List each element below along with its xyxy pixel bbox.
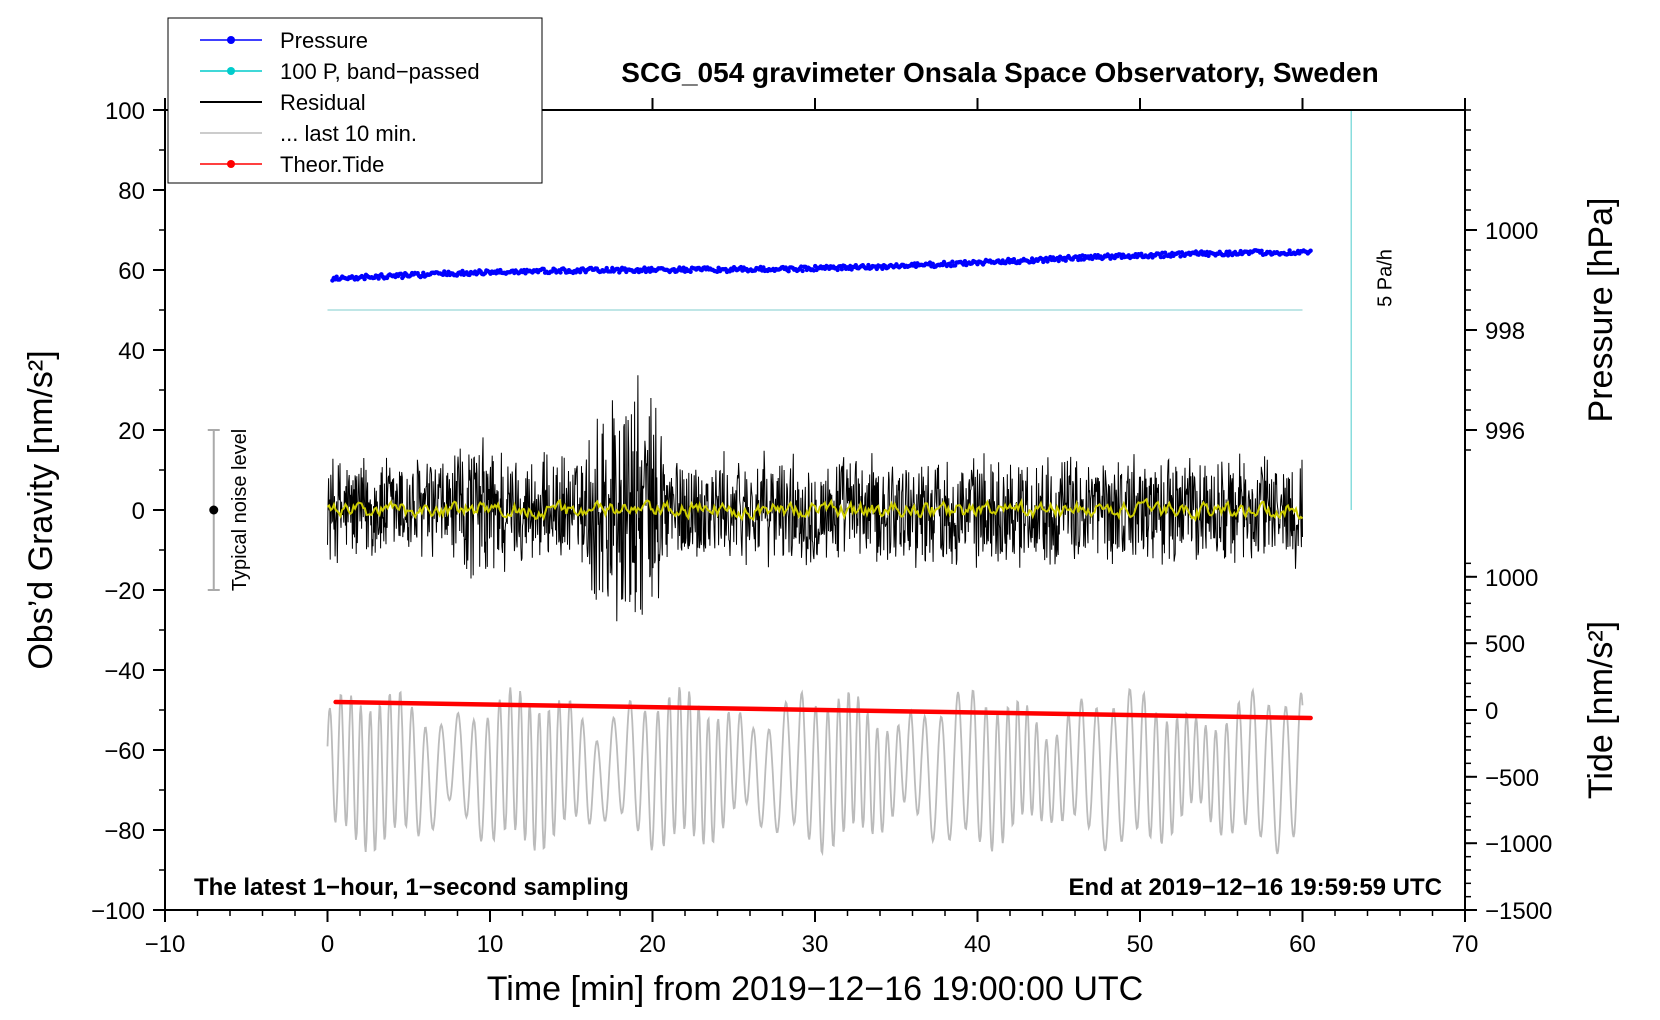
pressure-point [577, 270, 583, 275]
tide-tick-label: −1000 [1485, 831, 1552, 858]
pressure-tick-label: 998 [1485, 318, 1525, 345]
pressure-point [874, 266, 879, 272]
pressure-point [835, 267, 840, 273]
y-tick-label: −100 [91, 898, 145, 925]
pressure-point [761, 265, 766, 270]
y-tick-label: 60 [118, 258, 145, 285]
pressure-point [950, 259, 955, 264]
pressure-point [688, 269, 693, 274]
pressure-tick-label: 1000 [1485, 218, 1538, 245]
pressure-point [362, 276, 367, 282]
last-10-min-line [326, 687, 1304, 857]
x-axis-title: Time [min] from 2019−12−16 19:00:00 UTC [487, 970, 1143, 1008]
residual-series [327, 375, 1303, 622]
pressure-point [604, 265, 609, 271]
x-tick-label: 30 [802, 931, 829, 958]
pressure-point [1206, 253, 1211, 258]
y-tick-label: 20 [118, 418, 145, 445]
legend-marker [227, 67, 235, 75]
noise-bar-center [209, 505, 219, 515]
legend-label: Residual [280, 90, 366, 115]
tide-line [333, 699, 1313, 721]
y-tick-label: −40 [104, 658, 145, 685]
noise-bar-label: Typical noise level [229, 429, 251, 591]
y-axis-left: −100 −80 −60 −40 −20 0 20 40 60 80 100 [91, 98, 165, 925]
residual-line [327, 375, 1303, 622]
y-tick-label: −20 [104, 578, 145, 605]
x-tick-label: 0 [321, 931, 334, 958]
legend-label: 100 P, band−passed [280, 59, 480, 84]
pressure-axis-title: Pressure [hPa] [1582, 198, 1620, 423]
y-axis-left-title: Obs’d Gravity [nm/s²] [22, 350, 60, 669]
y-axis-right: 996 998 1000 −1500 −1000 −500 0 500 1000 [1465, 109, 1552, 925]
pressure-point [800, 268, 805, 274]
legend-label: Theor.Tide [280, 152, 384, 177]
tide-tick-label: 500 [1485, 631, 1525, 658]
x-tick-label: 40 [964, 931, 991, 958]
y-tick-label: −80 [104, 818, 145, 845]
pressure-point [1259, 248, 1264, 253]
tide-tick-label: 1000 [1485, 565, 1538, 592]
x-tick-label: 60 [1289, 931, 1316, 958]
legend-box [167, 17, 543, 184]
legend-label: Pressure [280, 28, 368, 53]
noise-bar: Typical noise level [207, 429, 251, 591]
pressure-point [880, 266, 885, 271]
y-tick-label: 80 [118, 178, 145, 205]
pressure-point [839, 267, 844, 272]
tide-tick-label: −1500 [1485, 898, 1552, 925]
x-tick-label: 50 [1127, 931, 1154, 958]
tide-tick-label: −500 [1485, 765, 1539, 792]
pressure-point [558, 270, 563, 275]
y-tick-label: 100 [105, 98, 145, 125]
footer-left-note: The latest 1−hour, 1−second sampling [194, 874, 629, 901]
pressure-point [421, 270, 426, 275]
pressure-point [866, 262, 871, 268]
pressure-point [541, 266, 546, 272]
rate-bar-label: 5 Pa/h [1374, 249, 1396, 307]
pressure-point [1056, 258, 1061, 264]
x-tick-label: 10 [477, 931, 504, 958]
last-10-min-series [326, 687, 1304, 857]
pressure-point [786, 269, 791, 274]
tide-tick-label: 0 [1485, 698, 1498, 725]
y-tick-label: 0 [132, 498, 145, 525]
x-tick-label: 70 [1452, 931, 1479, 958]
pressure-series [330, 248, 1313, 283]
legend-marker [227, 160, 235, 168]
y-tick-label: 40 [118, 338, 145, 365]
y-tick-label: −60 [104, 738, 145, 765]
theoretical-tide-series [333, 699, 1313, 721]
pressure-point [1308, 248, 1313, 253]
legend-label: ... last 10 min. [280, 121, 417, 146]
chart-title: SCG_054 gravimeter Onsala Space Observat… [621, 57, 1378, 88]
pressure-point [1287, 248, 1292, 253]
residual-smoothed-line [326, 497, 1304, 522]
tide-axis-title: Tide [nm/s²] [1582, 621, 1620, 799]
x-tick-label: 20 [639, 931, 666, 958]
legend: Pressure 100 P, band−passed Residual ... la… [167, 17, 543, 184]
footer-right-note: End at 2019−12−16 19:59:59 UTC [1068, 874, 1442, 901]
residual-smoothed-series [326, 497, 1304, 522]
x-axis: −10 0 10 20 30 40 50 60 70 [145, 98, 1479, 958]
rate-bar: 5 Pa/h [1350, 110, 1396, 510]
x-tick-label: −10 [145, 931, 186, 958]
pressure-tick-label: 996 [1485, 418, 1525, 445]
legend-marker [227, 36, 235, 44]
pressure-point [1139, 251, 1144, 256]
